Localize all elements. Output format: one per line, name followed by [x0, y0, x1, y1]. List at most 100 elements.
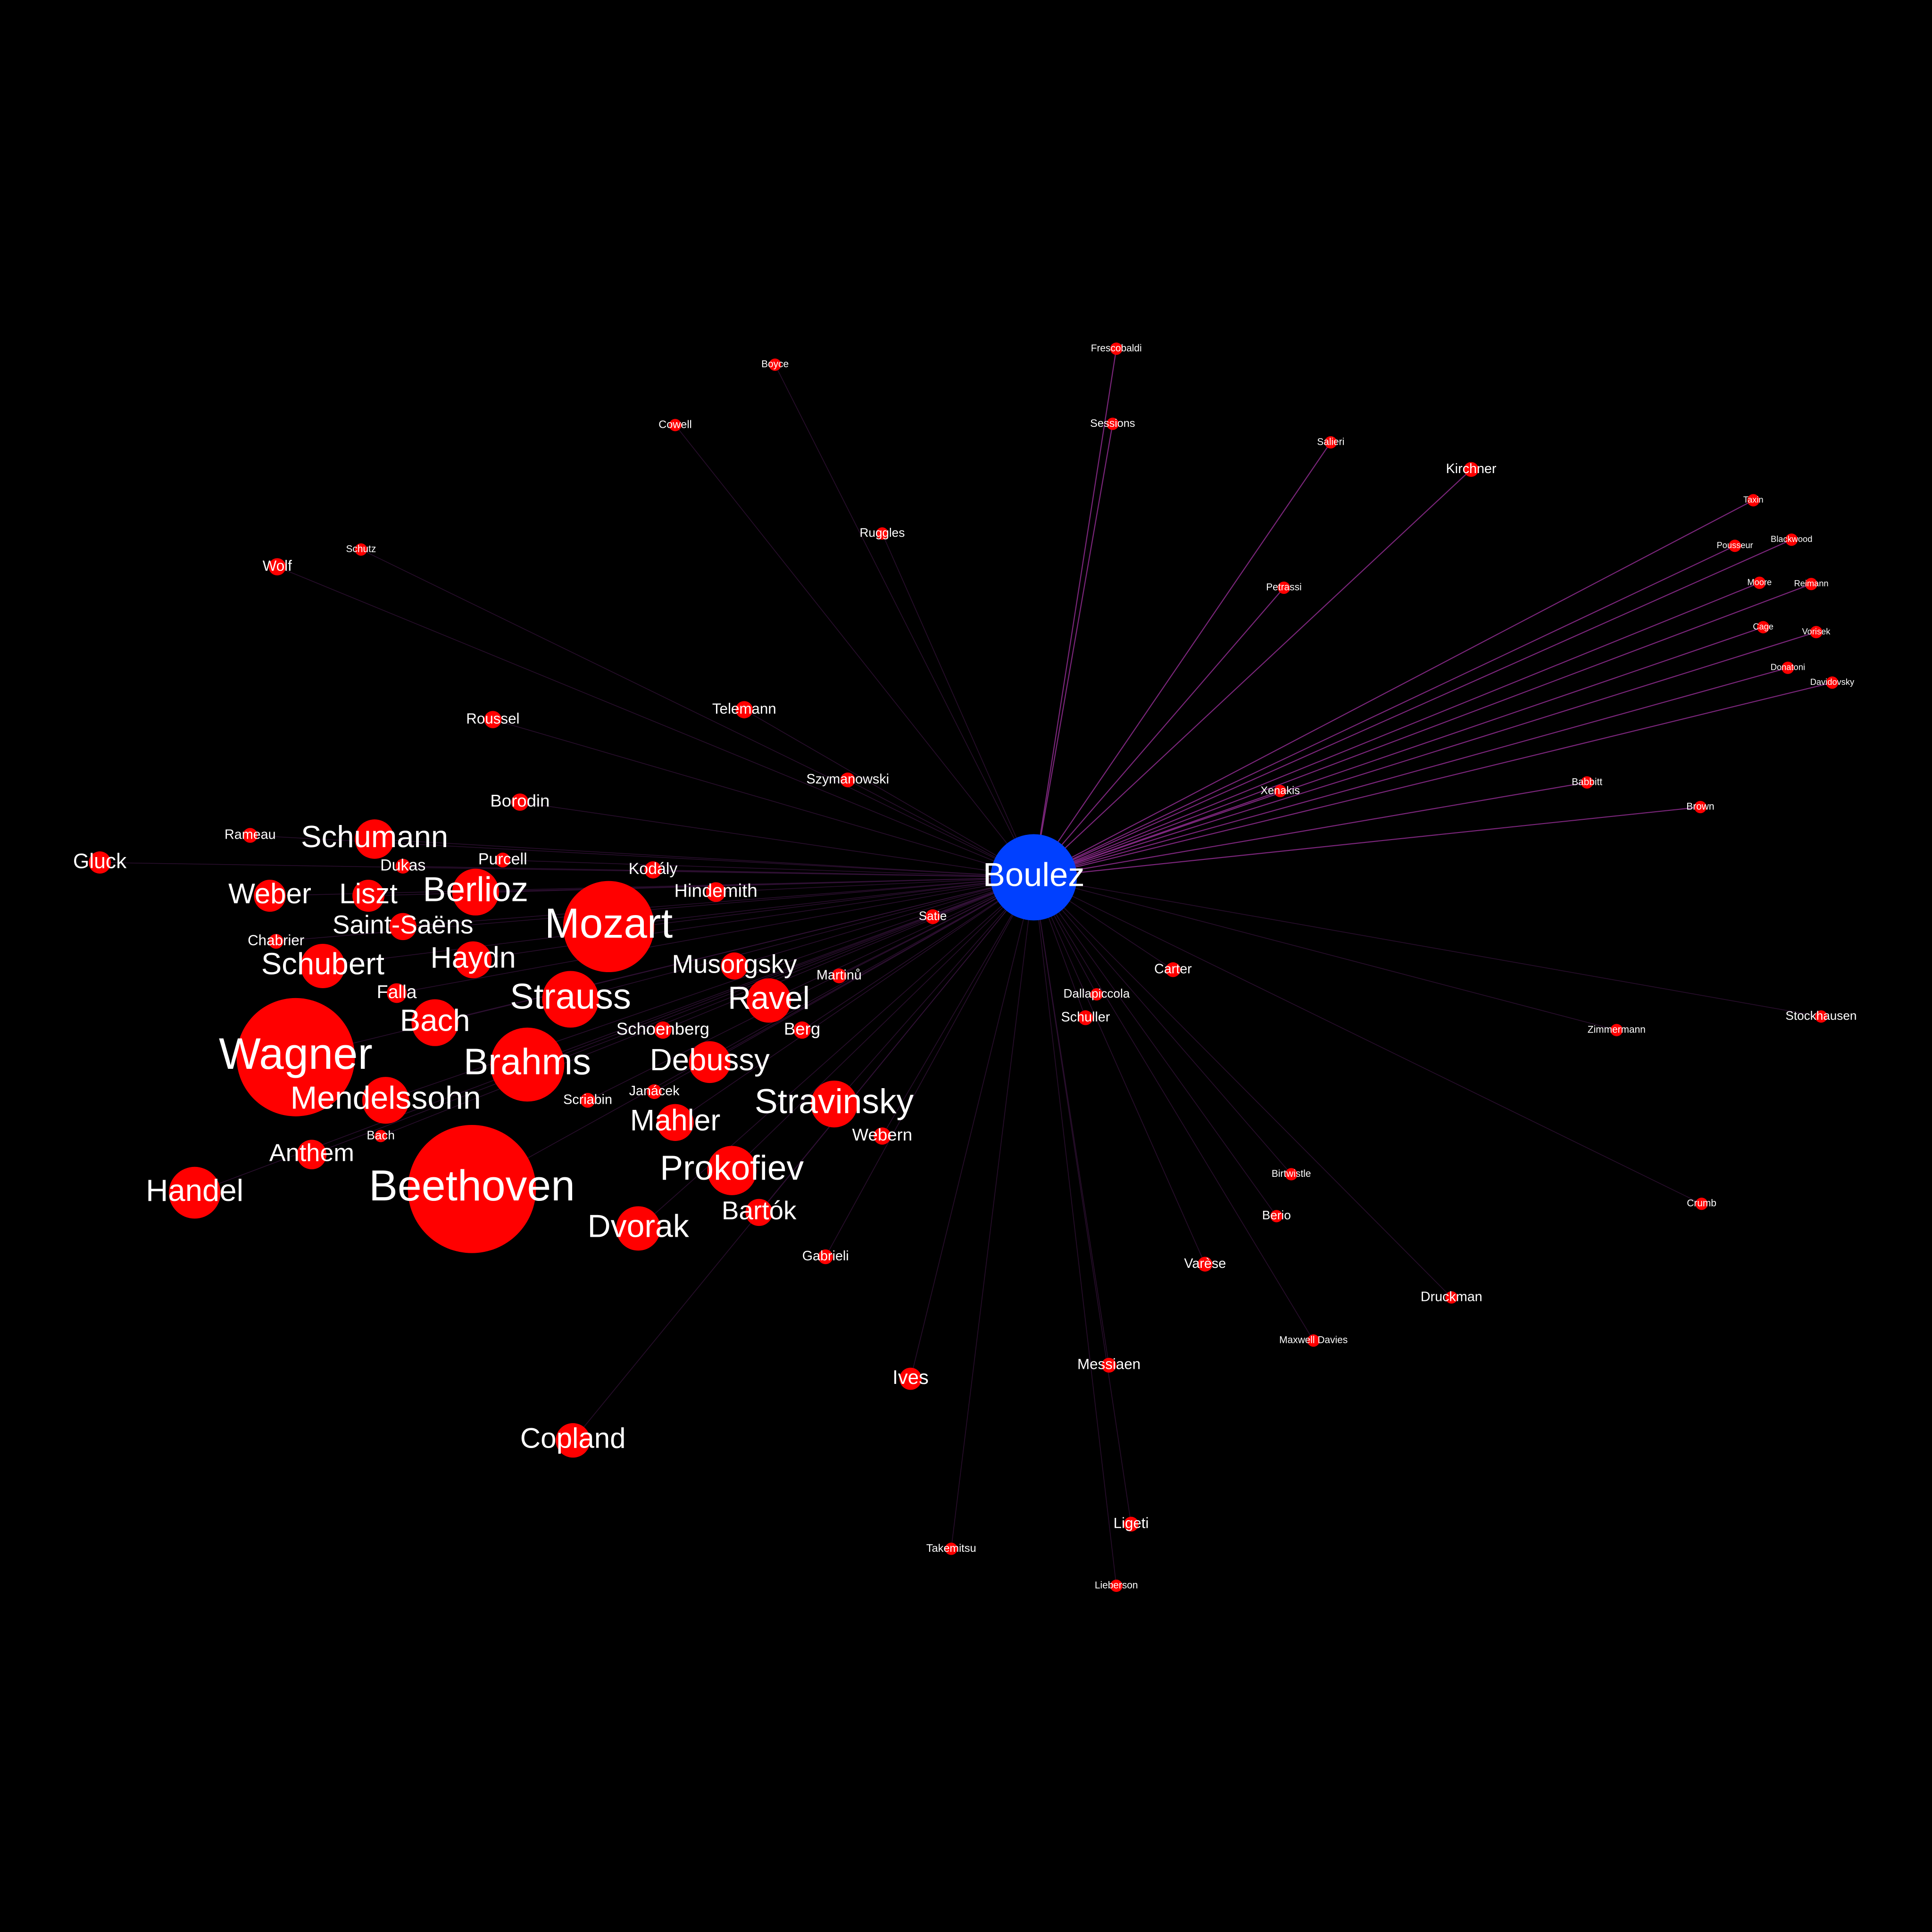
node-maxwell-davies-79[interactable]	[1307, 1334, 1320, 1347]
node-brahms-3[interactable]	[490, 1027, 565, 1102]
label-prokofiev-10: Prokofiev	[660, 1149, 804, 1187]
node-satie-46[interactable]	[925, 909, 941, 924]
node-chabrier-36[interactable]	[268, 934, 283, 949]
node-beethoven-0[interactable]	[408, 1124, 536, 1253]
node-mahler-16[interactable]	[657, 1104, 694, 1141]
node-haydn-17[interactable]	[454, 941, 492, 979]
node-strauss-5[interactable]	[542, 971, 599, 1028]
label-borodin-33: Borodin	[490, 791, 550, 810]
node-cowell-50[interactable]	[669, 419, 682, 432]
node-kodaly-29[interactable]	[644, 861, 662, 879]
node-carter-69[interactable]	[1166, 962, 1181, 977]
node-ravel-12[interactable]	[747, 978, 791, 1023]
node-crumb-74[interactable]	[1695, 1198, 1708, 1210]
node-wagner-1[interactable]	[236, 998, 355, 1116]
node-stockhausen-73[interactable]	[1815, 1010, 1827, 1023]
node-falla-26[interactable]	[387, 983, 407, 1003]
node-bach-40[interactable]	[375, 1130, 387, 1142]
node-boyce-49[interactable]	[769, 358, 782, 371]
node-bach-6[interactable]	[411, 999, 458, 1046]
node-petrassi-56[interactable]	[1277, 581, 1291, 594]
node-musorgsky-24[interactable]	[721, 952, 748, 980]
node-sessions-53[interactable]	[1106, 417, 1119, 430]
node-roussel-43[interactable]	[484, 711, 502, 728]
edge-boulez-ruggles-51	[882, 533, 1034, 878]
label-dvorak-9: Dvorak	[588, 1208, 690, 1244]
node-purcell-35[interactable]	[495, 852, 510, 868]
node-prokofiev-10[interactable]	[707, 1146, 757, 1195]
node-boulez-hub[interactable]	[991, 834, 1077, 921]
node-berg-32[interactable]	[793, 1021, 811, 1039]
node-xenakis-66[interactable]	[1274, 785, 1287, 798]
node-bartok-23[interactable]	[745, 1199, 773, 1226]
node-copland-18[interactable]	[556, 1423, 591, 1458]
node-szymanowski-45[interactable]	[840, 772, 855, 788]
node-schoenberg-30[interactable]	[654, 1021, 672, 1039]
node-takemitsu-82[interactable]	[945, 1542, 958, 1555]
label-ligeti-81: Ligeti	[1114, 1515, 1149, 1532]
label-frescobaldi-52: Frescobaldi	[1091, 343, 1142, 354]
node-mendelssohn-7[interactable]	[362, 1077, 409, 1124]
node-dukas-34[interactable]	[395, 858, 410, 874]
node-schuller-71[interactable]	[1078, 1010, 1093, 1025]
node-ruggles-51[interactable]	[876, 527, 889, 540]
node-saint-saens-22[interactable]	[389, 913, 416, 941]
node-varese-77[interactable]	[1198, 1257, 1213, 1272]
node-messiaen-80[interactable]	[1101, 1357, 1116, 1373]
edge-boulez-dvorak-9	[638, 877, 1034, 1229]
node-wolf-47[interactable]	[268, 558, 286, 575]
node-ives-27[interactable]	[899, 1367, 922, 1390]
node-dvorak-9[interactable]	[616, 1206, 661, 1251]
node-weber-19[interactable]	[254, 880, 286, 912]
node-lieberson-83[interactable]	[1110, 1579, 1123, 1592]
label-sessions-53: Sessions	[1090, 417, 1135, 429]
edge-boulez-musorgsky-24	[734, 877, 1034, 966]
label-schumann-15: Schumann	[301, 819, 448, 854]
label-schubert-13: Schubert	[261, 946, 384, 981]
label-ives-27: Ives	[892, 1366, 929, 1388]
node-kirchner-55[interactable]	[1464, 462, 1479, 477]
node-gabrieli-42[interactable]	[818, 1249, 833, 1265]
node-pousseur-58[interactable]	[1728, 540, 1741, 552]
node-brown-68[interactable]	[1694, 800, 1707, 814]
node-gluck-25[interactable]	[89, 851, 111, 874]
node-liszt-20[interactable]	[352, 880, 385, 912]
node-anthem-21[interactable]	[297, 1140, 327, 1170]
node-ligeti-81[interactable]	[1124, 1516, 1139, 1532]
node-schumann-15[interactable]	[355, 819, 394, 859]
node-salieri-54[interactable]	[1324, 436, 1337, 449]
node-babbitt-67[interactable]	[1581, 776, 1593, 789]
node-schutz-48[interactable]	[355, 543, 367, 556]
node-cage-62[interactable]	[1757, 621, 1770, 633]
node-druckman-78[interactable]	[1445, 1291, 1458, 1304]
node-webern-31[interactable]	[874, 1127, 891, 1145]
node-debussy-14[interactable]	[689, 1041, 731, 1083]
node-handel-4[interactable]	[168, 1166, 221, 1219]
node-janacek-39[interactable]	[647, 1084, 662, 1099]
node-rameau-37[interactable]	[242, 828, 258, 843]
node-birtwistle-75[interactable]	[1285, 1168, 1298, 1181]
node-davidovsky-65[interactable]	[1826, 676, 1839, 689]
node-taxin-57[interactable]	[1747, 494, 1760, 507]
node-zimmermann-72[interactable]	[1610, 1024, 1623, 1036]
label-birtwistle-75: Birtwistle	[1272, 1168, 1311, 1179]
node-vorisek-63[interactable]	[1810, 626, 1823, 639]
node-telemann-44[interactable]	[735, 701, 753, 718]
node-moore-60[interactable]	[1753, 576, 1766, 589]
node-donatoni-64[interactable]	[1782, 661, 1794, 674]
node-frescobaldi-52[interactable]	[1110, 342, 1123, 355]
node-dallapiccola-70[interactable]	[1090, 988, 1103, 1001]
node-hindemith-28[interactable]	[706, 882, 726, 902]
node-blackwood-59[interactable]	[1785, 533, 1798, 546]
label-hindemith-28: Hindemith	[675, 881, 758, 901]
node-berlioz-8[interactable]	[452, 868, 499, 916]
node-scriabin-38[interactable]	[580, 1093, 595, 1108]
node-berio-76[interactable]	[1270, 1210, 1283, 1223]
node-mozart-2[interactable]	[563, 881, 655, 973]
node-reimann-61[interactable]	[1805, 578, 1818, 591]
node-borodin-33[interactable]	[511, 793, 529, 811]
edge-boulez-purcell-35	[502, 859, 1034, 878]
node-stravinsky-11[interactable]	[810, 1080, 858, 1128]
node-schubert-13[interactable]	[300, 943, 345, 989]
node-martinu-41[interactable]	[832, 968, 847, 983]
